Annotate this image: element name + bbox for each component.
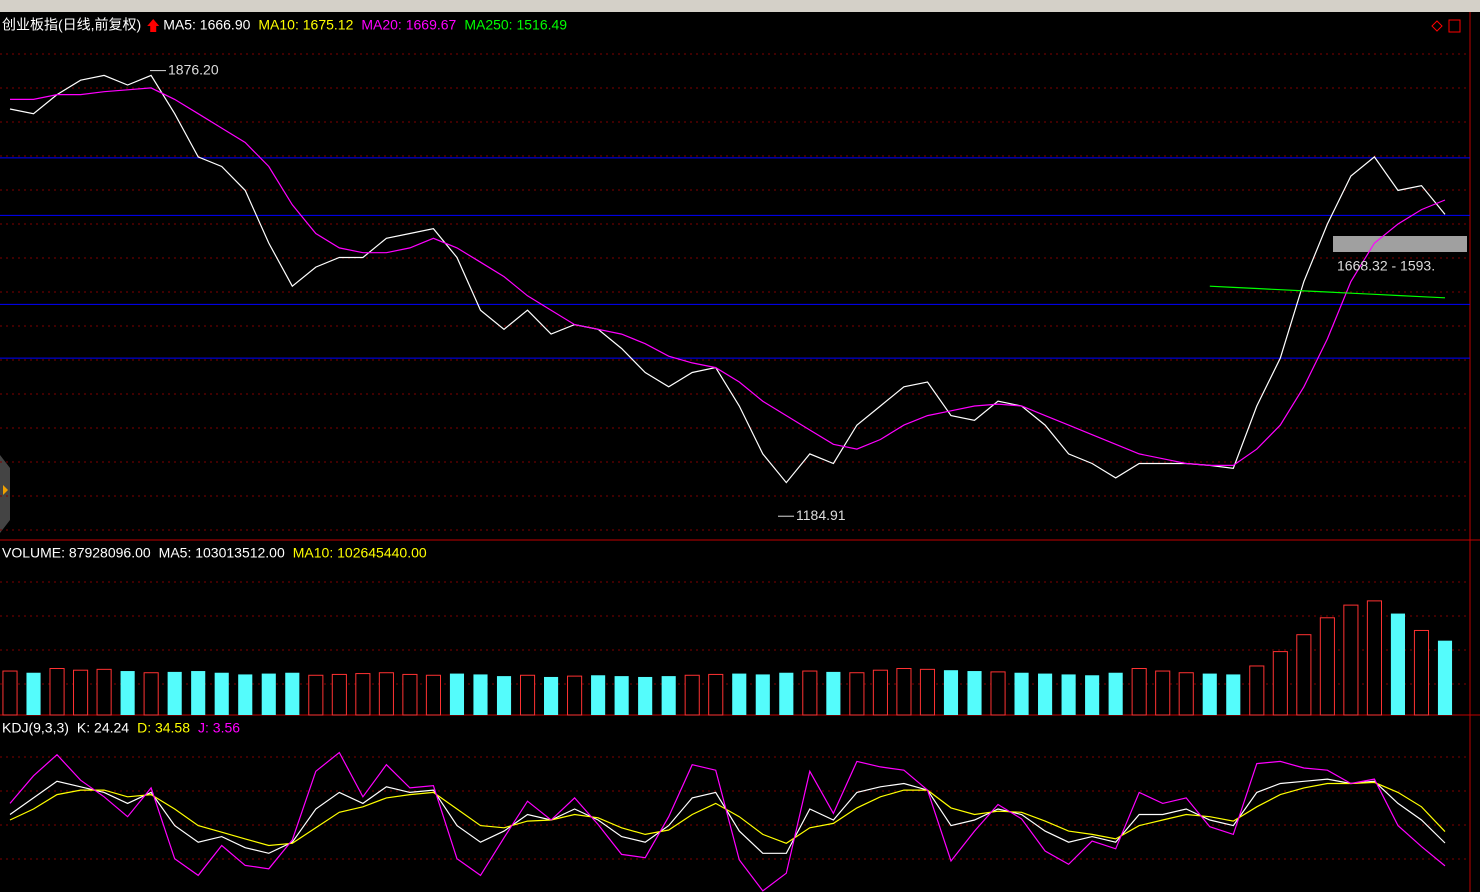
series-line <box>9 751 1446 892</box>
volume-bar <box>919 668 936 716</box>
volume-bar <box>755 674 770 715</box>
volume-bar <box>1038 673 1053 715</box>
volume-bar <box>1061 674 1076 715</box>
volume-bar <box>285 672 300 715</box>
range-label: 1668.32 - 1593. <box>1337 258 1435 274</box>
side-tab-arrow <box>3 485 8 495</box>
indicator-label: MA250: 1516.49 <box>464 17 567 33</box>
volume-bar <box>1437 640 1453 715</box>
volume-bar <box>261 673 276 715</box>
volume-bar <box>238 674 253 715</box>
volume-bar <box>1296 634 1312 716</box>
series-line <box>9 781 1446 847</box>
volume-bar <box>638 676 653 715</box>
volume-bar <box>661 676 676 715</box>
volume-bar <box>591 675 606 715</box>
volume-bar <box>614 676 629 715</box>
volume-bar <box>402 673 418 716</box>
volume-bar <box>1366 600 1382 716</box>
volume-bar <box>425 674 442 716</box>
volume-bar <box>990 671 1006 716</box>
range-box <box>1333 236 1467 252</box>
volume-bar <box>849 672 865 716</box>
volume-bar <box>355 673 371 716</box>
volume-bar <box>96 668 112 716</box>
chart-title: 创业板指(日线,前复权) <box>2 17 141 33</box>
volume-bar <box>1085 675 1100 715</box>
volume-bar <box>967 671 982 715</box>
volume-bar <box>1014 672 1029 715</box>
menu-bar <box>0 0 1480 12</box>
volume-bar <box>1226 674 1241 715</box>
indicator-label: K: 24.24 <box>77 720 129 736</box>
series-line <box>1209 285 1446 299</box>
indicator-label: MA5: 1666.90 <box>163 17 250 33</box>
volume-bar <box>1202 673 1217 715</box>
annotation-label: 1184.91 <box>796 507 846 523</box>
signal-icon <box>147 19 160 32</box>
volume-bar <box>1131 668 1147 716</box>
volume-bar <box>779 672 794 715</box>
volume-bar <box>120 671 135 715</box>
indicator-label: KDJ(9,3,3) <box>2 720 69 736</box>
indicator-label: J: 3.56 <box>198 720 240 736</box>
volume-bar <box>1155 670 1171 716</box>
volume-bar <box>1343 604 1359 716</box>
window-icon[interactable] <box>1431 20 1443 32</box>
indicator-label: D: 34.58 <box>137 720 190 736</box>
volume-bar <box>1249 665 1265 716</box>
volume-bar <box>1272 651 1288 716</box>
volume-bar <box>2 670 18 716</box>
volume-bar <box>872 669 888 716</box>
volume-bar <box>496 676 512 715</box>
indicator-label: MA10: 102645440.00 <box>293 545 427 561</box>
volume-bar <box>732 673 747 715</box>
volume-bar <box>896 668 912 716</box>
annotation-label: 1876.20 <box>168 61 219 77</box>
volume-bar <box>378 672 394 716</box>
volume-bar <box>1413 629 1430 716</box>
volume-bar <box>567 675 583 716</box>
volume-bar <box>473 674 488 715</box>
volume-bar <box>26 672 41 715</box>
volume-bar <box>1108 672 1123 715</box>
volume-bar <box>49 668 65 716</box>
volume-bar <box>1178 672 1194 716</box>
indicator-label: MA10: 1675.12 <box>258 17 353 33</box>
volume-bar <box>1390 613 1406 715</box>
volume-bar <box>1319 617 1335 716</box>
indicator-label: MA5: 103013512.00 <box>159 545 285 561</box>
volume-bar <box>449 673 465 715</box>
series-line <box>9 778 1446 854</box>
volume-bar <box>519 674 536 716</box>
volume-bar <box>331 673 347 716</box>
volume-bar <box>826 671 841 715</box>
volume-bar <box>214 672 229 715</box>
volume-bar <box>943 670 959 715</box>
side-tab[interactable] <box>0 455 10 533</box>
indicator-label: MA20: 1669.67 <box>361 17 456 33</box>
volume-bar <box>684 674 700 716</box>
volume-bar <box>708 673 724 716</box>
volume-bar <box>167 671 182 715</box>
volume-bar <box>73 669 89 716</box>
volume-bar <box>308 674 324 716</box>
volume-bar <box>143 672 159 716</box>
volume-bar <box>544 676 559 715</box>
volume-bar <box>802 670 818 716</box>
series-line <box>10 87 1446 466</box>
volume-bar <box>191 671 206 715</box>
window-icon[interactable] <box>1448 19 1461 33</box>
indicator-label: VOLUME: 87928096.00 <box>2 545 151 561</box>
